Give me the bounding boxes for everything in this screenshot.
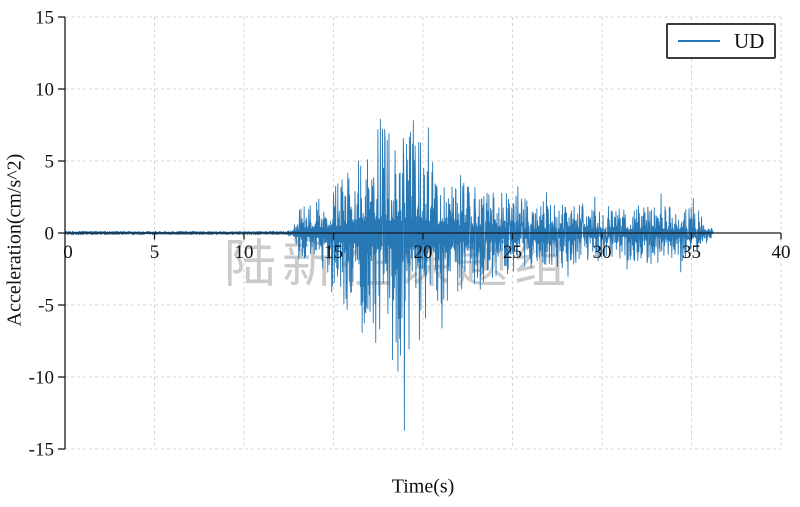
x-tick-label: 35 xyxy=(682,242,701,263)
x-tick-label: 25 xyxy=(503,242,522,263)
legend-line-sample xyxy=(678,40,720,42)
legend: UD xyxy=(666,23,776,59)
y-tick-label: 5 xyxy=(45,152,55,173)
y-tick-label: -10 xyxy=(29,368,54,389)
y-tick-label: 15 xyxy=(35,8,54,29)
x-axis-title: Time(s) xyxy=(391,475,455,498)
x-tick-label: 0 xyxy=(63,242,73,263)
y-axis-title: Acceleration(cm/s^2) xyxy=(3,153,26,327)
x-tick-label: 30 xyxy=(593,242,612,263)
legend-label: UD xyxy=(734,28,765,53)
y-tick-label: -5 xyxy=(38,296,54,317)
waveform-ud xyxy=(64,118,714,431)
y-tick-label: 10 xyxy=(35,80,54,101)
x-tick-label: 15 xyxy=(324,242,343,263)
x-tick-label: 5 xyxy=(150,242,160,263)
x-tick-label: 40 xyxy=(772,242,791,263)
y-tick-label: -15 xyxy=(29,440,54,461)
x-tick-label: 20 xyxy=(414,242,433,263)
x-tick-label: 10 xyxy=(235,242,254,263)
y-tick-label: 0 xyxy=(45,224,55,245)
